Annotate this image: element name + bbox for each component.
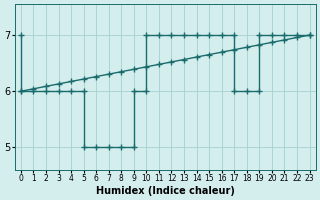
X-axis label: Humidex (Indice chaleur): Humidex (Indice chaleur) (96, 186, 235, 196)
